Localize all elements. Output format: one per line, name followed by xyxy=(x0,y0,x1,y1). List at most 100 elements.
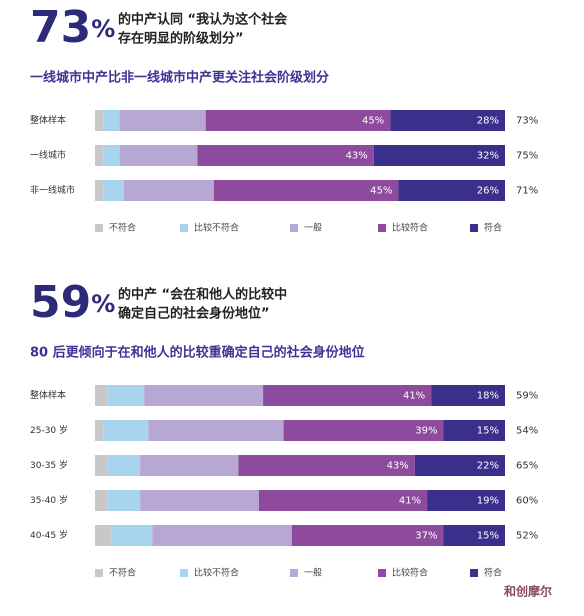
bar-segment xyxy=(414,455,505,476)
data-label: 18% xyxy=(477,391,499,402)
bar-segment xyxy=(144,385,264,406)
bar-segment xyxy=(259,490,428,511)
data-label: 41% xyxy=(403,391,425,402)
headline-number-value: 59 xyxy=(30,277,91,328)
bar-segment xyxy=(291,525,444,546)
legend-swatch xyxy=(290,224,298,232)
legend-swatch xyxy=(470,224,478,232)
legend-swatch xyxy=(378,224,386,232)
bar-segment xyxy=(238,455,415,476)
data-label: 26% xyxy=(477,186,499,197)
bar-segment xyxy=(427,490,505,511)
total-label: 73% xyxy=(516,116,538,127)
bar-segment xyxy=(107,385,145,406)
bar-segment xyxy=(103,420,149,441)
bar-segment xyxy=(103,145,120,166)
bar-segment xyxy=(123,180,214,201)
chart-title: 80 后更倾向于在和他人的比较重确定自己的社会身份地位 xyxy=(30,345,365,361)
data-label: 43% xyxy=(346,151,368,162)
total-label: 52% xyxy=(516,531,538,542)
data-label: 45% xyxy=(362,116,384,127)
bar-segment xyxy=(283,420,444,441)
bar-segment xyxy=(373,145,505,166)
data-label: 15% xyxy=(477,531,499,542)
headline-line: 的中产认同 “我认为这个社会 xyxy=(118,12,288,28)
bar-segment xyxy=(140,490,259,511)
category-label: 30-35 岁 xyxy=(30,459,68,471)
chart-title: 一线城市中产比非一线城市中产更关注社会阶级划分 xyxy=(30,70,329,86)
legend-label: 符合 xyxy=(484,222,502,234)
watermark: 和创摩尔 xyxy=(503,584,552,599)
total-label: 54% xyxy=(516,426,538,437)
data-label: 19% xyxy=(477,496,499,507)
bar-segment xyxy=(95,525,112,546)
bar-segment xyxy=(95,145,104,166)
headline-number: 59% xyxy=(30,277,115,328)
data-label: 39% xyxy=(415,426,437,437)
bar-segment xyxy=(103,180,124,201)
bar-segment xyxy=(148,420,284,441)
legend-label: 符合 xyxy=(484,567,502,579)
legend-swatch xyxy=(290,569,298,577)
data-label: 22% xyxy=(477,461,499,472)
bar-segment xyxy=(390,110,505,131)
legend-label: 不符合 xyxy=(109,222,136,234)
bar-segment xyxy=(95,455,108,476)
bar-segment xyxy=(431,385,505,406)
total-label: 65% xyxy=(516,461,538,472)
legend-label: 比较符合 xyxy=(392,222,428,234)
bar-segment xyxy=(95,490,108,511)
bar-segment xyxy=(103,110,120,131)
headline-number-unit: % xyxy=(91,290,115,318)
bar-segment xyxy=(443,525,505,546)
headline-number: 73% xyxy=(30,2,115,53)
legend-label: 一般 xyxy=(304,567,322,579)
data-label: 45% xyxy=(370,186,392,197)
legend-label: 一般 xyxy=(304,222,322,234)
bar-segment xyxy=(111,525,153,546)
category-label: 35-40 岁 xyxy=(30,494,68,506)
bar-segment xyxy=(205,110,391,131)
legend-swatch xyxy=(95,569,103,577)
bar-segment xyxy=(140,455,239,476)
headline-number-value: 73 xyxy=(30,2,91,53)
data-label: 28% xyxy=(477,116,499,127)
bar-segment xyxy=(95,385,108,406)
category-label: 40-45 岁 xyxy=(30,529,68,541)
headline-number-unit: % xyxy=(91,15,115,43)
legend-swatch xyxy=(470,569,478,577)
bar-segment xyxy=(95,110,104,131)
category-label: 整体样本 xyxy=(30,114,66,126)
legend-swatch xyxy=(180,224,188,232)
total-label: 71% xyxy=(516,186,538,197)
headline-line: 确定自己的社会身份地位” xyxy=(118,306,270,322)
bar-segment xyxy=(119,145,198,166)
legend-label: 不符合 xyxy=(109,567,136,579)
legend-label: 比较符合 xyxy=(392,567,428,579)
data-label: 41% xyxy=(399,496,421,507)
category-label: 一线城市 xyxy=(30,149,66,161)
bar-segment xyxy=(398,180,505,201)
category-label: 25-30 岁 xyxy=(30,424,68,436)
bar-segment xyxy=(107,455,141,476)
bar-segment xyxy=(443,420,505,441)
legend-swatch xyxy=(180,569,188,577)
data-label: 32% xyxy=(477,151,499,162)
category-label: 非一线城市 xyxy=(30,184,75,196)
legend-swatch xyxy=(95,224,103,232)
bar-segment xyxy=(107,490,141,511)
bar-segment xyxy=(152,525,292,546)
total-label: 60% xyxy=(516,496,538,507)
headline-line: 存在明显的阶级划分” xyxy=(118,31,244,47)
data-label: 15% xyxy=(477,426,499,437)
bar-segment xyxy=(95,420,104,441)
legend-label: 比较不符合 xyxy=(194,567,239,579)
data-label: 43% xyxy=(387,461,409,472)
bar-segment xyxy=(197,145,374,166)
total-label: 59% xyxy=(516,391,538,402)
legend-label: 比较不符合 xyxy=(194,222,239,234)
bar-segment xyxy=(263,385,432,406)
data-label: 37% xyxy=(415,531,437,542)
bar-segment xyxy=(213,180,399,201)
